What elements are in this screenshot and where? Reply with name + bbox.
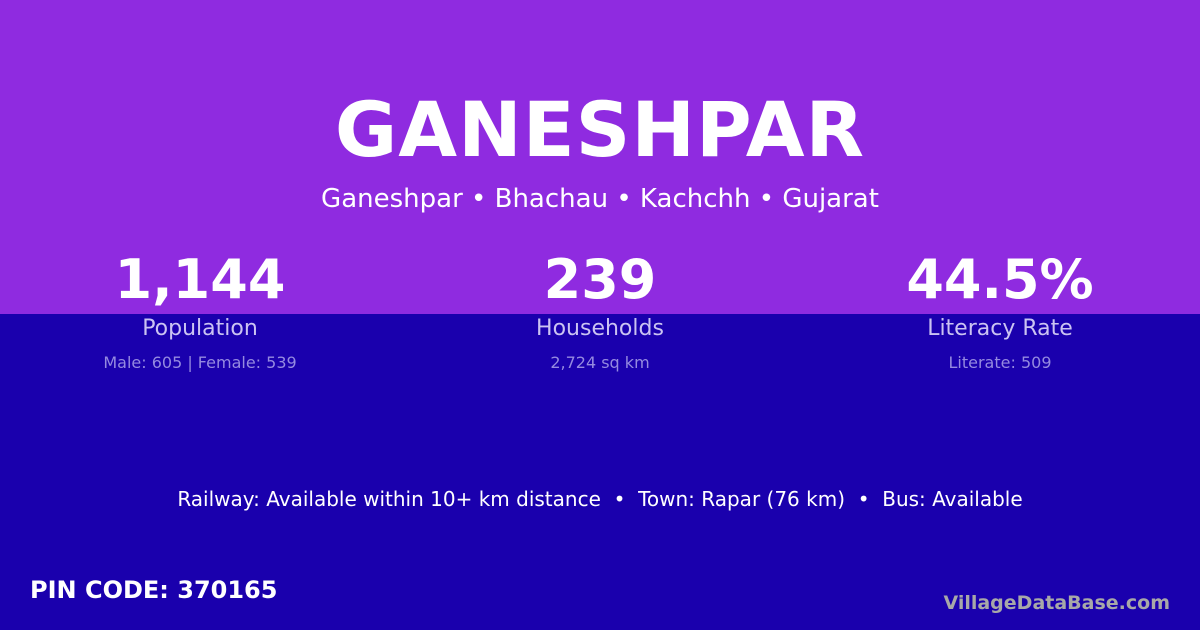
location-breadcrumb: Ganeshpar • Bhachau • Kachchh • Gujarat — [321, 184, 879, 214]
amenities-line: Railway: Available within 10+ km distanc… — [177, 487, 1023, 511]
stat-detail: 2,724 sq km — [550, 353, 650, 372]
stat-label: Literacy Rate — [927, 316, 1073, 341]
stat-households: 239 Households 2,724 sq km — [400, 248, 800, 374]
stat-literacy: 44.5% Literacy Rate Literate: 509 — [800, 248, 1200, 374]
stat-detail: Male: 605 | Female: 539 — [103, 353, 297, 372]
stat-value: 1,144 — [114, 248, 286, 311]
village-title: GANESHPAR — [334, 85, 866, 174]
stat-value: 239 — [543, 248, 657, 311]
pin-code: PIN CODE: 370165 — [30, 576, 278, 604]
stat-population: 1,144 Population Male: 605 | Female: 539 — [0, 248, 400, 374]
stat-label: Population — [142, 316, 258, 341]
stat-label: Households — [536, 316, 664, 341]
header-band — [0, 0, 1200, 314]
stat-detail: Literate: 509 — [948, 353, 1052, 372]
watermark: VillageDataBase.com — [943, 592, 1170, 614]
stat-value: 44.5% — [906, 248, 1094, 311]
